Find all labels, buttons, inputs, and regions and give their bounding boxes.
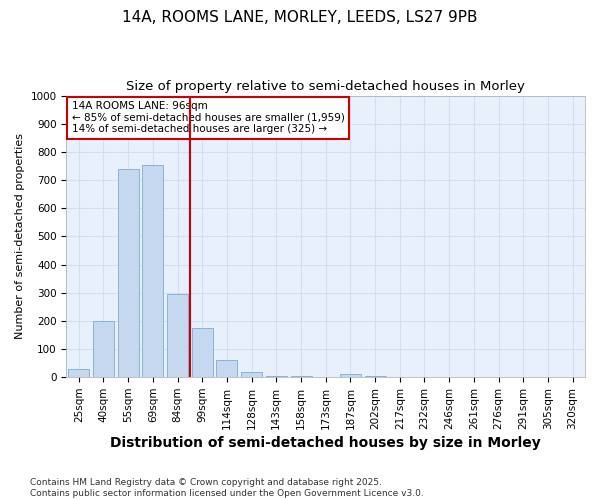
Bar — [142, 164, 163, 377]
X-axis label: Distribution of semi-detached houses by size in Morley: Distribution of semi-detached houses by … — [110, 436, 541, 450]
Bar — [192, 328, 213, 377]
Bar — [439, 376, 460, 377]
Bar — [167, 294, 188, 377]
Bar — [93, 321, 114, 377]
Text: 14A ROOMS LANE: 96sqm
← 85% of semi-detached houses are smaller (1,959)
14% of s: 14A ROOMS LANE: 96sqm ← 85% of semi-deta… — [71, 101, 344, 134]
Bar — [340, 374, 361, 377]
Text: Contains HM Land Registry data © Crown copyright and database right 2025.
Contai: Contains HM Land Registry data © Crown c… — [30, 478, 424, 498]
Bar — [68, 369, 89, 377]
Bar — [217, 360, 238, 377]
Y-axis label: Number of semi-detached properties: Number of semi-detached properties — [15, 134, 25, 340]
Bar — [266, 376, 287, 377]
Bar — [118, 169, 139, 377]
Bar — [365, 376, 386, 377]
Text: 14A, ROOMS LANE, MORLEY, LEEDS, LS27 9PB: 14A, ROOMS LANE, MORLEY, LEEDS, LS27 9PB — [122, 10, 478, 25]
Title: Size of property relative to semi-detached houses in Morley: Size of property relative to semi-detach… — [126, 80, 525, 93]
Bar — [290, 376, 311, 377]
Bar — [241, 372, 262, 377]
